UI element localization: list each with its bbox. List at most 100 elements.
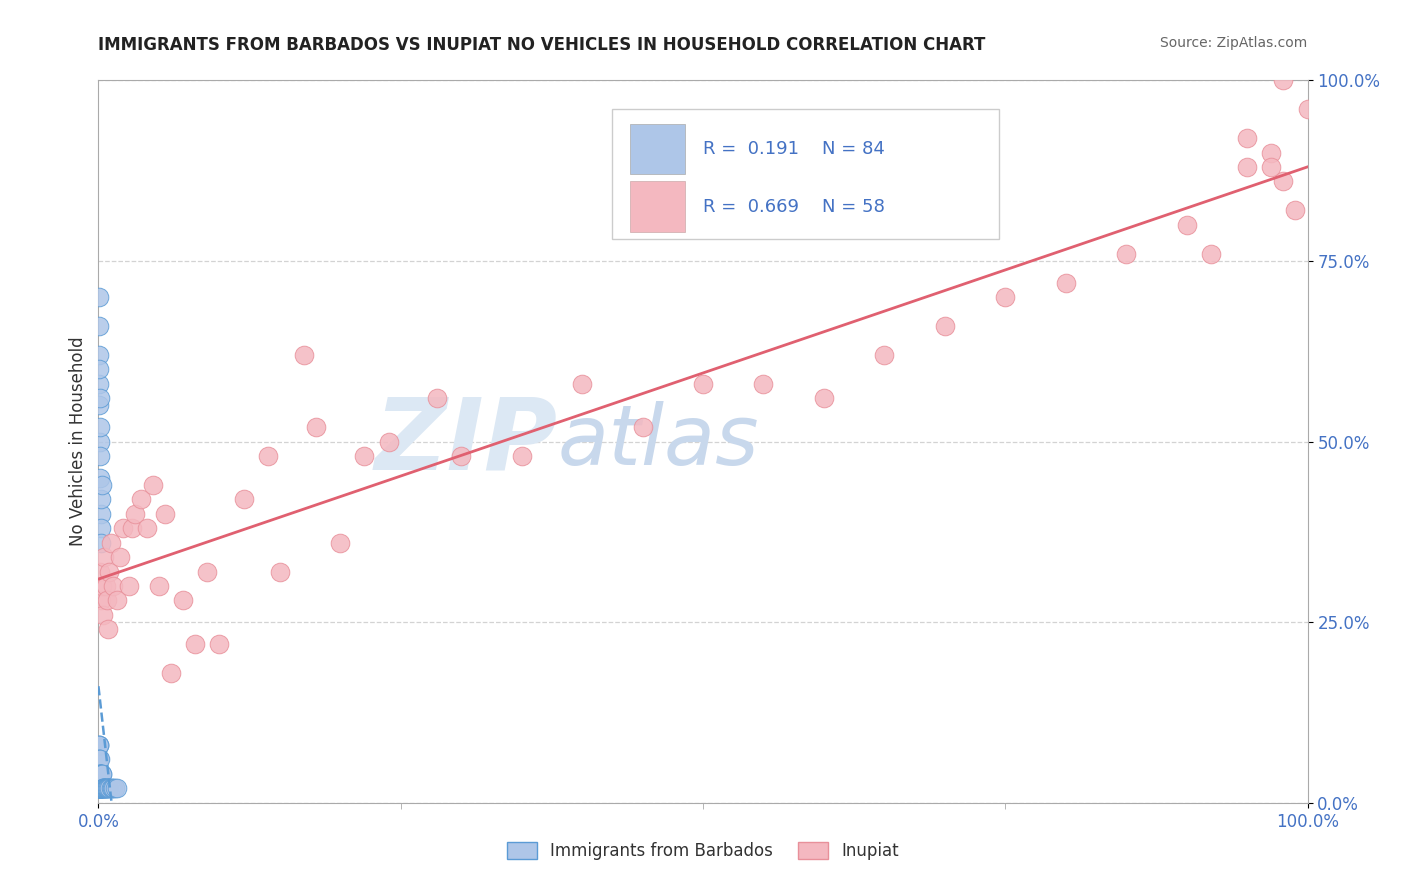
Point <box>98 781 121 796</box>
Point <box>87 752 110 766</box>
Point <box>90 781 112 796</box>
Point <box>1284 203 1306 218</box>
Point <box>89 781 111 796</box>
Point <box>93 781 115 796</box>
FancyBboxPatch shape <box>630 124 685 174</box>
Point <box>1175 218 1198 232</box>
Point <box>195 565 218 579</box>
Point <box>426 391 449 405</box>
Point <box>269 565 291 579</box>
Text: Source: ZipAtlas.com: Source: ZipAtlas.com <box>1160 36 1308 50</box>
Point <box>90 593 112 607</box>
Point <box>87 767 110 781</box>
Point <box>329 535 352 549</box>
Point <box>108 550 131 565</box>
Point <box>184 637 207 651</box>
Text: R =  0.669    N = 58: R = 0.669 N = 58 <box>703 198 884 216</box>
Point <box>87 767 110 781</box>
Point <box>91 478 114 492</box>
Point <box>124 507 146 521</box>
Point <box>104 781 127 796</box>
Point <box>87 738 110 752</box>
Point <box>129 492 152 507</box>
Point <box>94 579 117 593</box>
Point <box>100 781 122 796</box>
Point <box>353 449 375 463</box>
Point <box>571 376 593 391</box>
Point <box>89 767 111 781</box>
Point <box>153 507 176 521</box>
Y-axis label: No Vehicles in Household: No Vehicles in Household <box>69 336 87 547</box>
Point <box>89 752 111 766</box>
Point <box>1296 102 1319 116</box>
Point <box>1054 276 1077 290</box>
Point <box>90 781 112 796</box>
Point <box>1199 246 1222 260</box>
Point <box>994 290 1017 304</box>
Text: atlas: atlas <box>558 401 759 482</box>
Point <box>89 781 111 796</box>
Point <box>813 391 835 405</box>
Point <box>94 781 117 796</box>
Text: ZIP: ZIP <box>375 393 558 490</box>
Point <box>89 767 111 781</box>
Point <box>1272 174 1295 188</box>
Point <box>377 434 399 449</box>
Point <box>510 449 533 463</box>
Point <box>87 781 110 796</box>
Point <box>148 579 170 593</box>
Point <box>98 565 121 579</box>
Point <box>89 470 111 484</box>
Point <box>89 362 111 376</box>
Point <box>160 665 183 680</box>
Point <box>89 767 111 781</box>
Point <box>96 593 118 607</box>
Point <box>1260 145 1282 160</box>
Point <box>305 420 328 434</box>
Point <box>87 752 110 766</box>
Point <box>87 767 110 781</box>
Point <box>208 637 231 651</box>
Point <box>87 781 110 796</box>
Point <box>111 521 134 535</box>
Point <box>89 565 111 579</box>
Point <box>87 752 110 766</box>
Point <box>87 318 110 333</box>
Point <box>89 767 111 781</box>
Point <box>101 579 124 593</box>
Point <box>87 781 110 796</box>
Point <box>89 781 111 796</box>
Point <box>89 434 111 449</box>
Point <box>89 398 111 412</box>
Point <box>89 767 111 781</box>
Point <box>91 781 114 796</box>
Point <box>89 767 111 781</box>
Point <box>89 781 111 796</box>
Point <box>135 521 157 535</box>
Point <box>97 623 120 637</box>
Point <box>90 521 112 535</box>
Point <box>87 738 110 752</box>
Point <box>89 449 111 463</box>
Point <box>1260 160 1282 174</box>
Text: R =  0.191    N = 84: R = 0.191 N = 84 <box>703 140 884 158</box>
FancyBboxPatch shape <box>630 181 685 232</box>
Point <box>93 781 115 796</box>
Point <box>90 781 112 796</box>
Point <box>94 781 117 796</box>
Point <box>89 767 111 781</box>
Point <box>90 507 112 521</box>
Point <box>87 781 110 796</box>
Point <box>90 781 112 796</box>
Point <box>93 781 115 796</box>
Point <box>90 767 112 781</box>
Point <box>118 579 141 593</box>
Point <box>91 781 114 796</box>
Point <box>96 781 118 796</box>
Point <box>105 781 128 796</box>
Point <box>96 781 118 796</box>
Point <box>101 781 124 796</box>
Point <box>934 318 956 333</box>
Point <box>89 767 111 781</box>
Point <box>91 781 114 796</box>
